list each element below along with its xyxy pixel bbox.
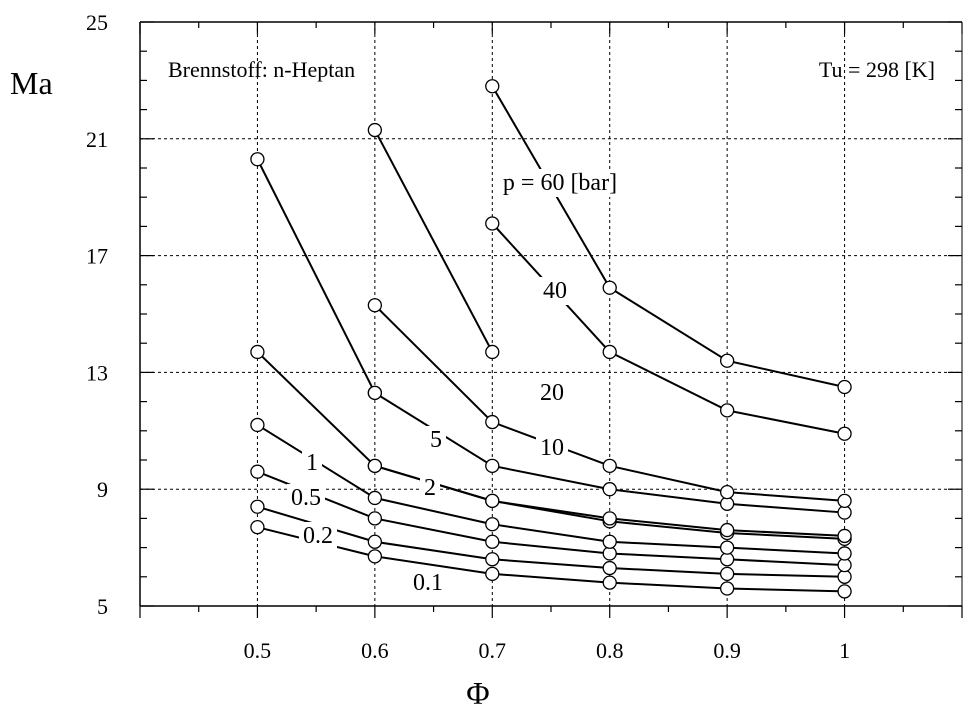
series-point	[602, 280, 617, 295]
text-elements: Ma Φ Brennstoff: n-Heptan Tu = 298 [K]	[10, 57, 935, 711]
series-point	[602, 482, 617, 497]
series-label-background	[539, 277, 571, 305]
series-point	[485, 493, 500, 509]
series-label: 10	[540, 435, 564, 461]
series-point	[250, 344, 265, 360]
series-point	[719, 566, 735, 582]
series-line	[257, 505, 845, 578]
series-point	[837, 379, 852, 395]
series-point	[367, 511, 383, 526]
series-point	[602, 511, 617, 526]
series-point	[485, 534, 500, 549]
series-point	[719, 403, 735, 418]
y-tick-label: 21	[86, 127, 108, 152]
temperature-annotation: Tu = 298 [K]	[819, 57, 935, 82]
y-tick-label: 25	[86, 10, 108, 35]
series-label: 0.1	[413, 570, 443, 596]
y-axis-title: Ma	[10, 65, 53, 101]
series-label-background	[498, 169, 622, 197]
series-point	[485, 216, 500, 231]
y-tick-label: 5	[97, 594, 108, 619]
y-tick-label: 13	[86, 360, 108, 385]
connector-point	[367, 385, 383, 400]
x-axis-title: Φ	[466, 675, 489, 711]
series-line	[256, 351, 845, 537]
series-point	[719, 540, 735, 555]
series-point	[485, 458, 500, 473]
series-label-background	[302, 449, 322, 477]
series-lines	[256, 85, 845, 593]
series-label-background	[536, 434, 568, 462]
series-point	[719, 484, 735, 500]
series-point	[602, 344, 617, 360]
series-point	[602, 575, 617, 590]
series-point	[250, 520, 265, 535]
series-point	[837, 546, 852, 561]
fuel-annotation: Brennstoff: n-Heptan	[168, 57, 355, 82]
x-tick-label: 0.9	[713, 638, 741, 663]
series-point	[837, 493, 852, 509]
connector-line	[256, 158, 376, 394]
series-line	[491, 85, 845, 388]
series-point	[837, 426, 852, 441]
connector-point	[485, 344, 500, 360]
series-label: 20	[540, 380, 564, 406]
x-tick-label: 1	[839, 638, 850, 663]
series-point	[485, 517, 500, 532]
series-label-background	[536, 379, 568, 407]
series-point	[485, 79, 500, 94]
series-label-background	[420, 474, 440, 502]
series-point	[485, 414, 500, 430]
connector-point	[367, 122, 383, 138]
series-label: 40	[543, 278, 567, 304]
series-point	[837, 528, 852, 544]
series-label: 5	[430, 427, 442, 453]
series-line	[256, 424, 845, 555]
series-point	[719, 581, 735, 596]
series-point	[367, 298, 383, 313]
series-point	[719, 353, 735, 368]
x-tick-label: 0.5	[244, 638, 272, 663]
series-point	[250, 499, 265, 514]
connector-line	[373, 129, 494, 353]
series-label-background	[409, 569, 447, 597]
series-point	[367, 549, 383, 564]
series-label: p = 60 [bar]	[503, 170, 617, 196]
x-tick-label: 0.6	[361, 638, 389, 663]
connector-point	[250, 152, 265, 167]
series-point	[485, 552, 500, 567]
series-label-background	[426, 426, 446, 454]
series-line	[257, 526, 845, 593]
series-line	[257, 470, 845, 567]
series-point	[367, 490, 383, 506]
series-label-background	[287, 484, 325, 512]
series-point	[250, 464, 265, 479]
series-point	[250, 417, 265, 433]
x-tick-label: 0.8	[596, 638, 624, 663]
series-point	[602, 458, 617, 473]
series-point	[485, 566, 500, 582]
y-tick-label: 17	[86, 244, 108, 269]
series-label-background	[299, 522, 337, 550]
series-point	[602, 534, 617, 549]
y-tick-label: 9	[97, 477, 108, 502]
series-point	[602, 560, 617, 576]
series-point	[837, 584, 852, 599]
x-tick-label: 0.7	[479, 638, 507, 663]
series-point	[367, 534, 383, 549]
plot-frame	[139, 21, 963, 607]
data-points	[250, 79, 852, 599]
series-point	[367, 458, 383, 473]
series-labels: 0.1 0.2 0.5 1 2 5 10 20 40 p = 60 [bar]	[287, 169, 622, 597]
series-label: 0.2	[303, 523, 333, 549]
series-point	[719, 522, 735, 538]
series-label: 0.5	[291, 485, 321, 511]
series-label: 1	[306, 450, 318, 476]
series-label: 2	[424, 475, 436, 501]
grid	[140, 22, 962, 606]
